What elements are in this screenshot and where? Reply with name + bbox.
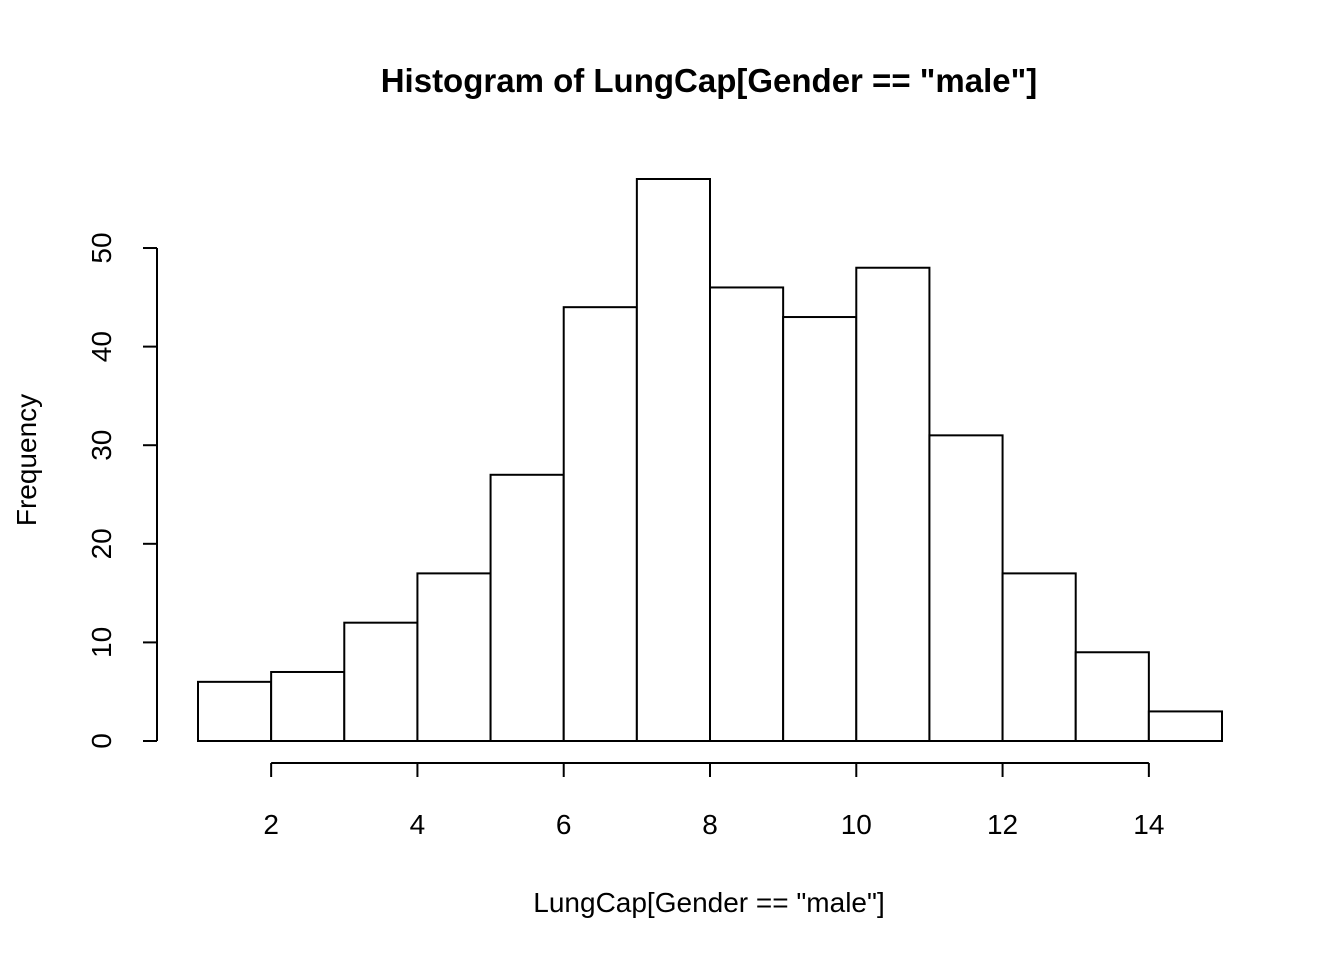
x-tick-label: 14	[1133, 809, 1164, 840]
y-tick-label: 0	[86, 733, 117, 749]
histogram-bar	[489, 473, 565, 742]
y-tick-label: 50	[86, 232, 117, 263]
histogram-bar	[855, 266, 931, 742]
x-tick-label: 8	[702, 809, 718, 840]
histogram-bar	[635, 178, 711, 742]
x-tick-label: 12	[987, 809, 1018, 840]
x-tick-label: 10	[841, 809, 872, 840]
x-axis: 2 4 6 8 10 12 14	[263, 762, 1164, 840]
y-axis: 0 10 20 30 40 50	[86, 232, 158, 749]
histogram-bar	[1147, 710, 1224, 743]
histogram-bar	[270, 670, 346, 743]
bars-group	[197, 178, 1224, 743]
histogram-bar	[1074, 651, 1150, 743]
x-tick-label: 2	[263, 809, 279, 840]
y-axis-label: Frequency	[11, 394, 42, 526]
histogram-bar	[416, 572, 492, 743]
x-tick-label: 6	[556, 809, 572, 840]
histogram-bar	[1001, 572, 1077, 743]
y-tick-label: 10	[86, 627, 117, 658]
histogram-bar	[562, 306, 638, 742]
histogram-bar	[197, 680, 273, 742]
chart-title: Histogram of LungCap[Gender == "male"]	[381, 62, 1038, 99]
y-tick-label: 40	[86, 331, 117, 362]
histogram-bar	[343, 621, 419, 742]
histogram-bar	[928, 434, 1004, 742]
y-tick-label: 20	[86, 528, 117, 559]
histogram-bar	[709, 286, 785, 742]
y-tick-label: 30	[86, 430, 117, 461]
histogram-bar	[782, 316, 858, 742]
x-axis-label: LungCap[Gender == "male"]	[533, 887, 884, 918]
x-tick-label: 4	[410, 809, 426, 840]
